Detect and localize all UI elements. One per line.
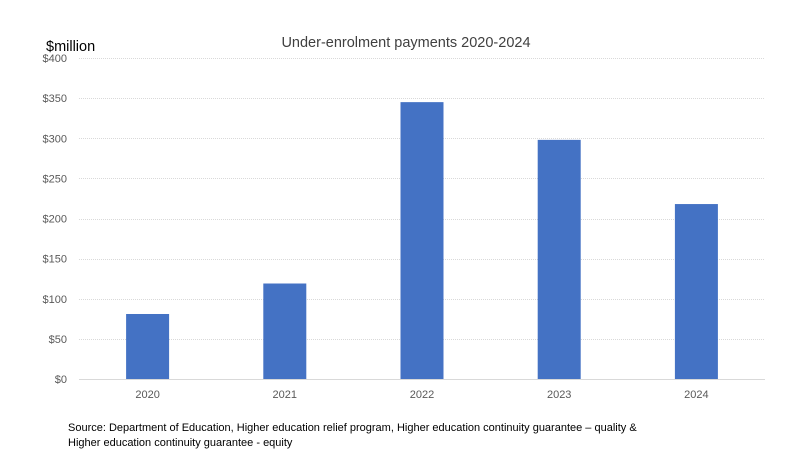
y-tick-label: $250 [43, 173, 67, 185]
bar-2023 [537, 139, 581, 379]
source-note-line-1: Source: Department of Education, Higher … [68, 422, 637, 434]
x-tick-label: 2023 [547, 389, 571, 401]
y-axis-unit-label: $million [46, 39, 95, 55]
y-tick-label: $100 [43, 294, 67, 306]
chart-title: Under-enrolment payments 2020-2024 [281, 35, 530, 51]
y-tick-label: $0 [55, 374, 67, 386]
x-axis-ticks: 2020 2021 2022 2023 2024 [135, 389, 708, 401]
bar-2022 [400, 102, 444, 379]
x-tick-label: 2020 [135, 389, 159, 401]
source-note-line-2: Higher education continuity guarantee - … [68, 437, 293, 449]
y-tick-label: $50 [49, 334, 67, 346]
bars [126, 102, 718, 379]
y-tick-label: $300 [43, 133, 67, 145]
y-tick-label: $150 [43, 254, 67, 266]
source-note: Source: Department of Education, Higher … [68, 421, 708, 451]
x-tick-label: 2024 [684, 389, 708, 401]
bar-2024 [674, 204, 718, 379]
x-tick-label: 2021 [273, 389, 297, 401]
y-tick-label: $200 [43, 214, 67, 226]
bar-2020 [126, 313, 170, 379]
bar-2021 [263, 283, 307, 379]
y-tick-label: $400 [43, 53, 67, 65]
y-axis-ticks: $0 $50 $100 $150 $200 $250 $300 $350 $400 [43, 53, 67, 386]
y-tick-label: $350 [43, 93, 67, 105]
x-tick-label: 2022 [410, 389, 434, 401]
